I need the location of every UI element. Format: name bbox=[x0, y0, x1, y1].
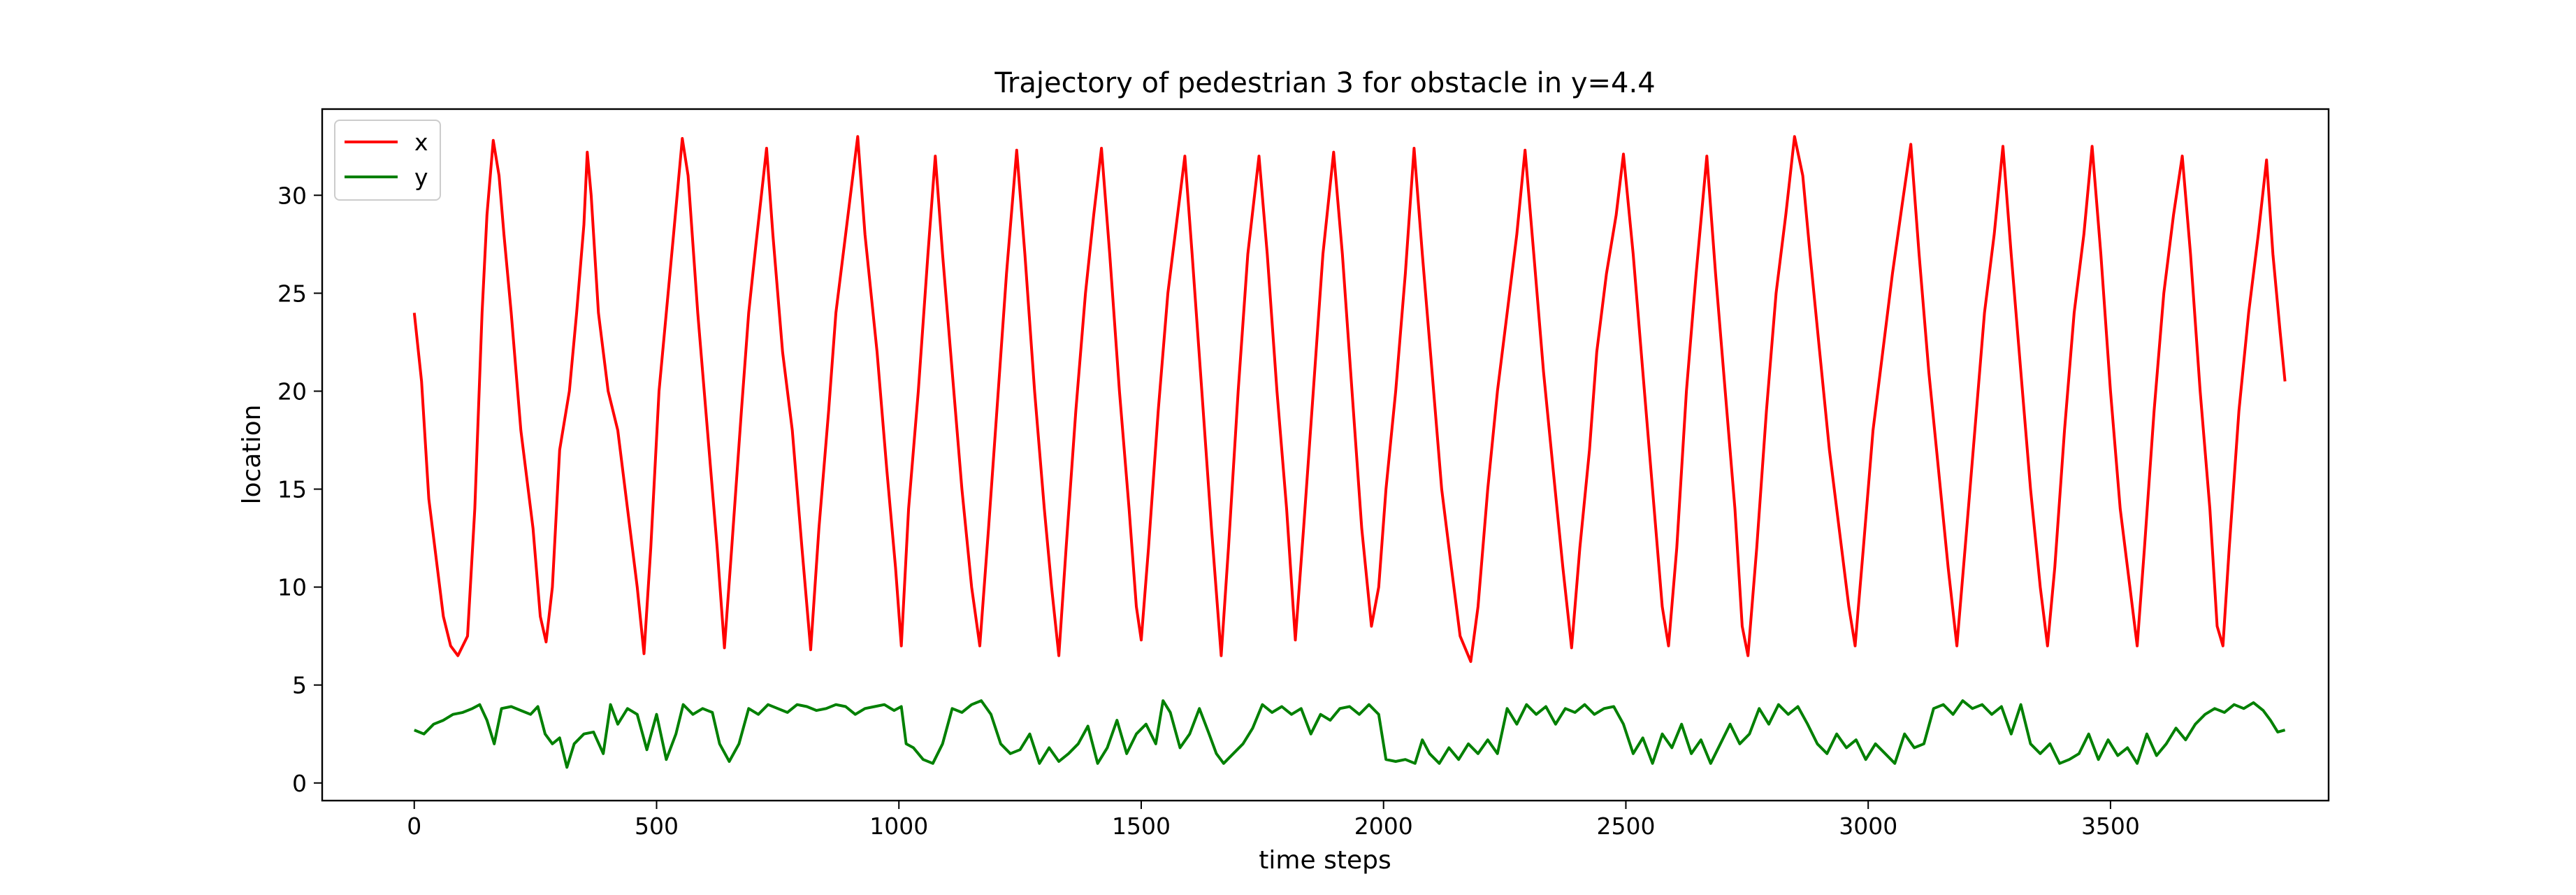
y-tick-label: 5 bbox=[292, 672, 307, 699]
y-tick-label: 20 bbox=[277, 378, 307, 405]
x-tick-label: 500 bbox=[635, 812, 679, 840]
y-axis-ticks: 0 5 10 15 20 25 30 bbox=[277, 182, 322, 797]
series-line-x bbox=[412, 135, 2287, 664]
x-tick-label: 3500 bbox=[2081, 812, 2140, 840]
x-tick-label: 2500 bbox=[1596, 812, 1655, 840]
y-tick-label: 15 bbox=[277, 476, 307, 503]
x-tick-label: 1500 bbox=[1112, 812, 1171, 840]
y-tick-label: 30 bbox=[277, 182, 307, 209]
series-line-y bbox=[414, 699, 2286, 769]
x-axis-label: time steps bbox=[1259, 846, 1391, 875]
plot-area-frame bbox=[321, 108, 2330, 802]
legend-box bbox=[334, 120, 441, 201]
legend-label-y: y bbox=[414, 164, 428, 191]
legend: x y bbox=[334, 120, 441, 201]
legend-label-x: x bbox=[414, 129, 428, 156]
x-tick-label: 1000 bbox=[869, 812, 928, 840]
y-tick-label: 25 bbox=[277, 280, 307, 307]
chart-title: Trajectory of pedestrian 3 for obstacle … bbox=[994, 67, 1655, 99]
plot-lines bbox=[412, 135, 2287, 769]
y-tick-label: 10 bbox=[277, 574, 307, 601]
x-tick-label: 0 bbox=[407, 812, 421, 840]
y-tick-label: 0 bbox=[292, 770, 307, 797]
x-axis-ticks: 0 500 1000 1500 2000 2500 3000 3500 bbox=[407, 801, 2140, 840]
x-tick-label: 2000 bbox=[1354, 812, 1413, 840]
y-axis-label: location bbox=[238, 405, 266, 505]
x-tick-label: 3000 bbox=[1839, 812, 1897, 840]
